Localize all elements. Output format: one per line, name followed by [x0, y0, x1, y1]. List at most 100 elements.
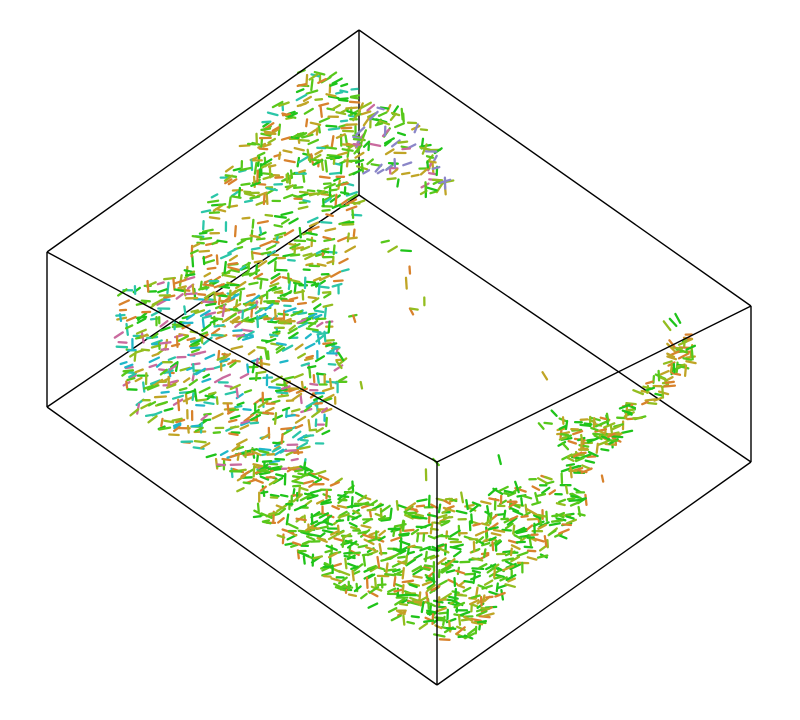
glyph-segment	[273, 289, 284, 294]
glyph-segment	[677, 352, 690, 360]
glyph-segment	[250, 181, 261, 187]
glyph-segment	[516, 551, 529, 557]
glyph-segment	[254, 308, 264, 315]
glyph-segment	[146, 279, 150, 293]
glyph-segment	[360, 592, 368, 600]
glyph-segment	[419, 128, 429, 132]
glyph-segment	[151, 298, 164, 306]
glyph-segment	[159, 319, 169, 328]
glyph-segment	[201, 228, 214, 233]
glyph-segment	[328, 377, 333, 388]
glyph-segment	[407, 143, 417, 149]
glyph-segment	[182, 377, 191, 384]
glyph-segment	[307, 128, 318, 136]
glyph-segment	[327, 320, 331, 334]
glyph-segment	[433, 533, 444, 539]
glyph-segment	[433, 633, 446, 638]
glyph-segment	[301, 133, 314, 139]
glyph-segment	[507, 577, 516, 583]
glyph-segment	[509, 507, 520, 513]
glyph-segment	[295, 131, 305, 137]
glyph-segment	[260, 127, 272, 132]
glyph-segment	[471, 557, 484, 562]
glyph-field	[113, 69, 697, 641]
glyph-segment	[338, 98, 349, 103]
glyph-segment	[168, 433, 180, 437]
glyph-segment	[390, 168, 399, 175]
glyph-segment	[256, 220, 269, 225]
glyph-segment	[359, 380, 364, 390]
glyph-segment	[298, 201, 308, 204]
glyph-segment	[322, 235, 332, 241]
glyph-segment	[543, 475, 553, 481]
glyph-segment	[645, 386, 656, 392]
glyph-segment	[632, 389, 645, 396]
glyph-segment	[352, 110, 362, 122]
glyph-segment	[501, 557, 515, 562]
glyph-segment	[142, 381, 146, 393]
glyph-segment	[664, 380, 675, 385]
glyph-segment	[387, 245, 398, 253]
glyph-segment	[579, 423, 592, 428]
glyph-segment	[410, 507, 419, 513]
glyph-segment	[294, 171, 307, 175]
glyph-segment	[237, 287, 246, 292]
glyph-segment	[268, 386, 281, 390]
glyph-segment	[264, 132, 277, 136]
glyph-segment	[366, 158, 374, 166]
glyph-segment	[191, 283, 195, 295]
glyph-segment	[281, 344, 294, 352]
glyph-segment	[611, 424, 622, 431]
glyph-segment	[332, 244, 336, 256]
glyph-segment	[198, 285, 208, 291]
glyph-segment	[378, 535, 386, 542]
glyph-segment	[404, 511, 418, 515]
glyph-segment	[118, 299, 130, 306]
glyph-segment	[214, 207, 227, 213]
glyph-segment	[432, 572, 436, 585]
glyph-segment	[183, 305, 187, 316]
glyph-segment	[267, 256, 278, 265]
glyph-segment	[162, 369, 174, 375]
glyph-segment	[135, 301, 148, 306]
glyph-segment	[240, 419, 250, 425]
glyph-segment	[292, 186, 304, 190]
glyph-segment	[600, 448, 610, 452]
glyph-segment	[227, 178, 238, 186]
glyph-segment	[351, 570, 361, 576]
glyph-segment	[277, 394, 290, 398]
glyph-segment	[246, 142, 257, 146]
glyph-segment	[543, 421, 553, 425]
glyph-segment	[618, 403, 631, 410]
glyph-segment	[325, 342, 338, 348]
glyph-segment	[302, 252, 313, 257]
glyph-segment	[229, 293, 240, 301]
glyph-segment	[190, 339, 203, 347]
glyph-segment	[169, 362, 178, 369]
glyph-segment	[339, 119, 349, 123]
glyph-segment	[510, 555, 521, 563]
glyph-segment	[487, 526, 499, 531]
glyph-segment	[258, 147, 269, 151]
glyph-segment	[241, 309, 245, 320]
glyph-segment	[300, 531, 314, 537]
glyph-segment	[241, 216, 251, 220]
glyph-segment	[565, 515, 575, 520]
glyph-segment	[228, 196, 232, 209]
glyph-segment	[427, 494, 431, 508]
glyph-segment	[217, 202, 227, 207]
glyph-segment	[243, 413, 254, 423]
glyph-segment	[685, 360, 697, 365]
glyph-segment	[202, 283, 215, 287]
glyph-segment	[526, 517, 539, 521]
glyph-segment	[437, 557, 447, 565]
glyph-segment	[173, 423, 182, 430]
glyph-segment	[411, 515, 424, 520]
glyph-segment	[347, 193, 358, 201]
glyph-segment	[331, 282, 343, 288]
glyph-segment	[255, 357, 259, 367]
glyph-segment	[260, 433, 271, 441]
glyph-segment	[230, 345, 244, 351]
glyph-segment	[265, 187, 278, 192]
